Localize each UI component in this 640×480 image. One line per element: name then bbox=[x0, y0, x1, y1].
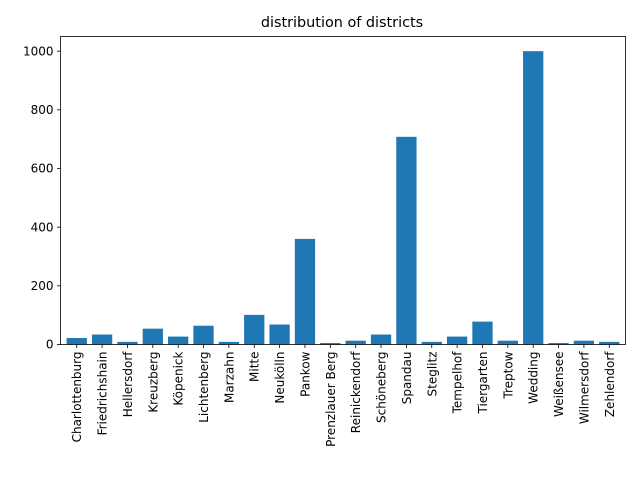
bar-spandau bbox=[396, 136, 417, 345]
plot-frame bbox=[60, 36, 626, 345]
bar-köpenick bbox=[168, 336, 189, 345]
x-tick-label: Lichtenberg bbox=[197, 352, 211, 423]
bar-treptow bbox=[497, 340, 518, 345]
bar-zehlendorf bbox=[599, 341, 620, 345]
x-tick-label: Spandau bbox=[400, 352, 414, 405]
x-tick-label: Wilmersdorf bbox=[577, 351, 591, 424]
bar-weißensee bbox=[548, 343, 569, 345]
y-tick-label: 600 bbox=[31, 162, 54, 176]
x-tick-label: Prenzlauer Berg bbox=[324, 352, 338, 447]
bar-steglitz bbox=[421, 341, 442, 345]
x-tick-label: Charlottenburg bbox=[70, 352, 84, 443]
bar-friedrichshain bbox=[91, 334, 113, 345]
x-tick-label: Hellersdorf bbox=[121, 351, 135, 418]
bar-prenzlauer-berg bbox=[320, 343, 341, 345]
x-tick-label: Mitte bbox=[248, 352, 262, 382]
x-tick-label: Weißensee bbox=[552, 352, 566, 417]
x-tick-label: Wedding bbox=[527, 352, 541, 404]
bar-schöneberg bbox=[370, 334, 392, 345]
bar-pankow bbox=[294, 238, 316, 345]
x-tick-label: Zehlendorf bbox=[603, 351, 617, 417]
y-tick-label: 200 bbox=[31, 279, 54, 293]
x-tick-label: Köpenick bbox=[172, 351, 186, 405]
bar-wilmersdorf bbox=[573, 340, 595, 345]
x-tick-label: Friedrichshain bbox=[96, 352, 110, 436]
bar-mitte bbox=[244, 314, 265, 345]
x-axis: Charlottenburg Friedrichshain Hellersdorf K… bbox=[70, 344, 617, 447]
x-tick-label: Treptow bbox=[501, 351, 515, 399]
x-tick-label: Neukölln bbox=[273, 352, 287, 404]
y-axis: 0 200 400 600 800 1000 bbox=[23, 44, 61, 352]
y-tick-label: 400 bbox=[31, 220, 54, 234]
y-tick-label: 1000 bbox=[23, 44, 54, 58]
x-tick-label: Steglitz bbox=[425, 352, 439, 397]
x-tick-label: Marzahn bbox=[222, 352, 236, 404]
bar-tiergarten bbox=[472, 321, 493, 345]
x-tick-label: Tiergarten bbox=[476, 352, 490, 415]
x-tick-label: Reinickendorf bbox=[349, 351, 363, 433]
x-tick-label: Tempelhof bbox=[451, 351, 465, 415]
bar-hellersdorf bbox=[117, 341, 138, 345]
x-tick-label: Schöneberg bbox=[375, 352, 389, 424]
bar-lichtenberg bbox=[193, 325, 214, 345]
bar-kreuzberg bbox=[142, 328, 163, 345]
bar-marzahn bbox=[218, 341, 240, 345]
y-tick-label: 0 bbox=[46, 338, 54, 352]
bar-charlottenburg bbox=[66, 338, 87, 345]
chart-title: distribution of districts bbox=[261, 15, 423, 31]
x-tick-label: Pankow bbox=[298, 351, 312, 397]
bar-reinickendorf bbox=[345, 340, 366, 345]
bar-neukölln bbox=[269, 324, 290, 345]
bar-wedding bbox=[523, 51, 544, 345]
bar-tempelhof bbox=[446, 336, 468, 345]
bars-group bbox=[66, 51, 620, 345]
x-tick-label: Kreuzberg bbox=[146, 352, 160, 413]
y-tick-label: 800 bbox=[31, 103, 54, 117]
